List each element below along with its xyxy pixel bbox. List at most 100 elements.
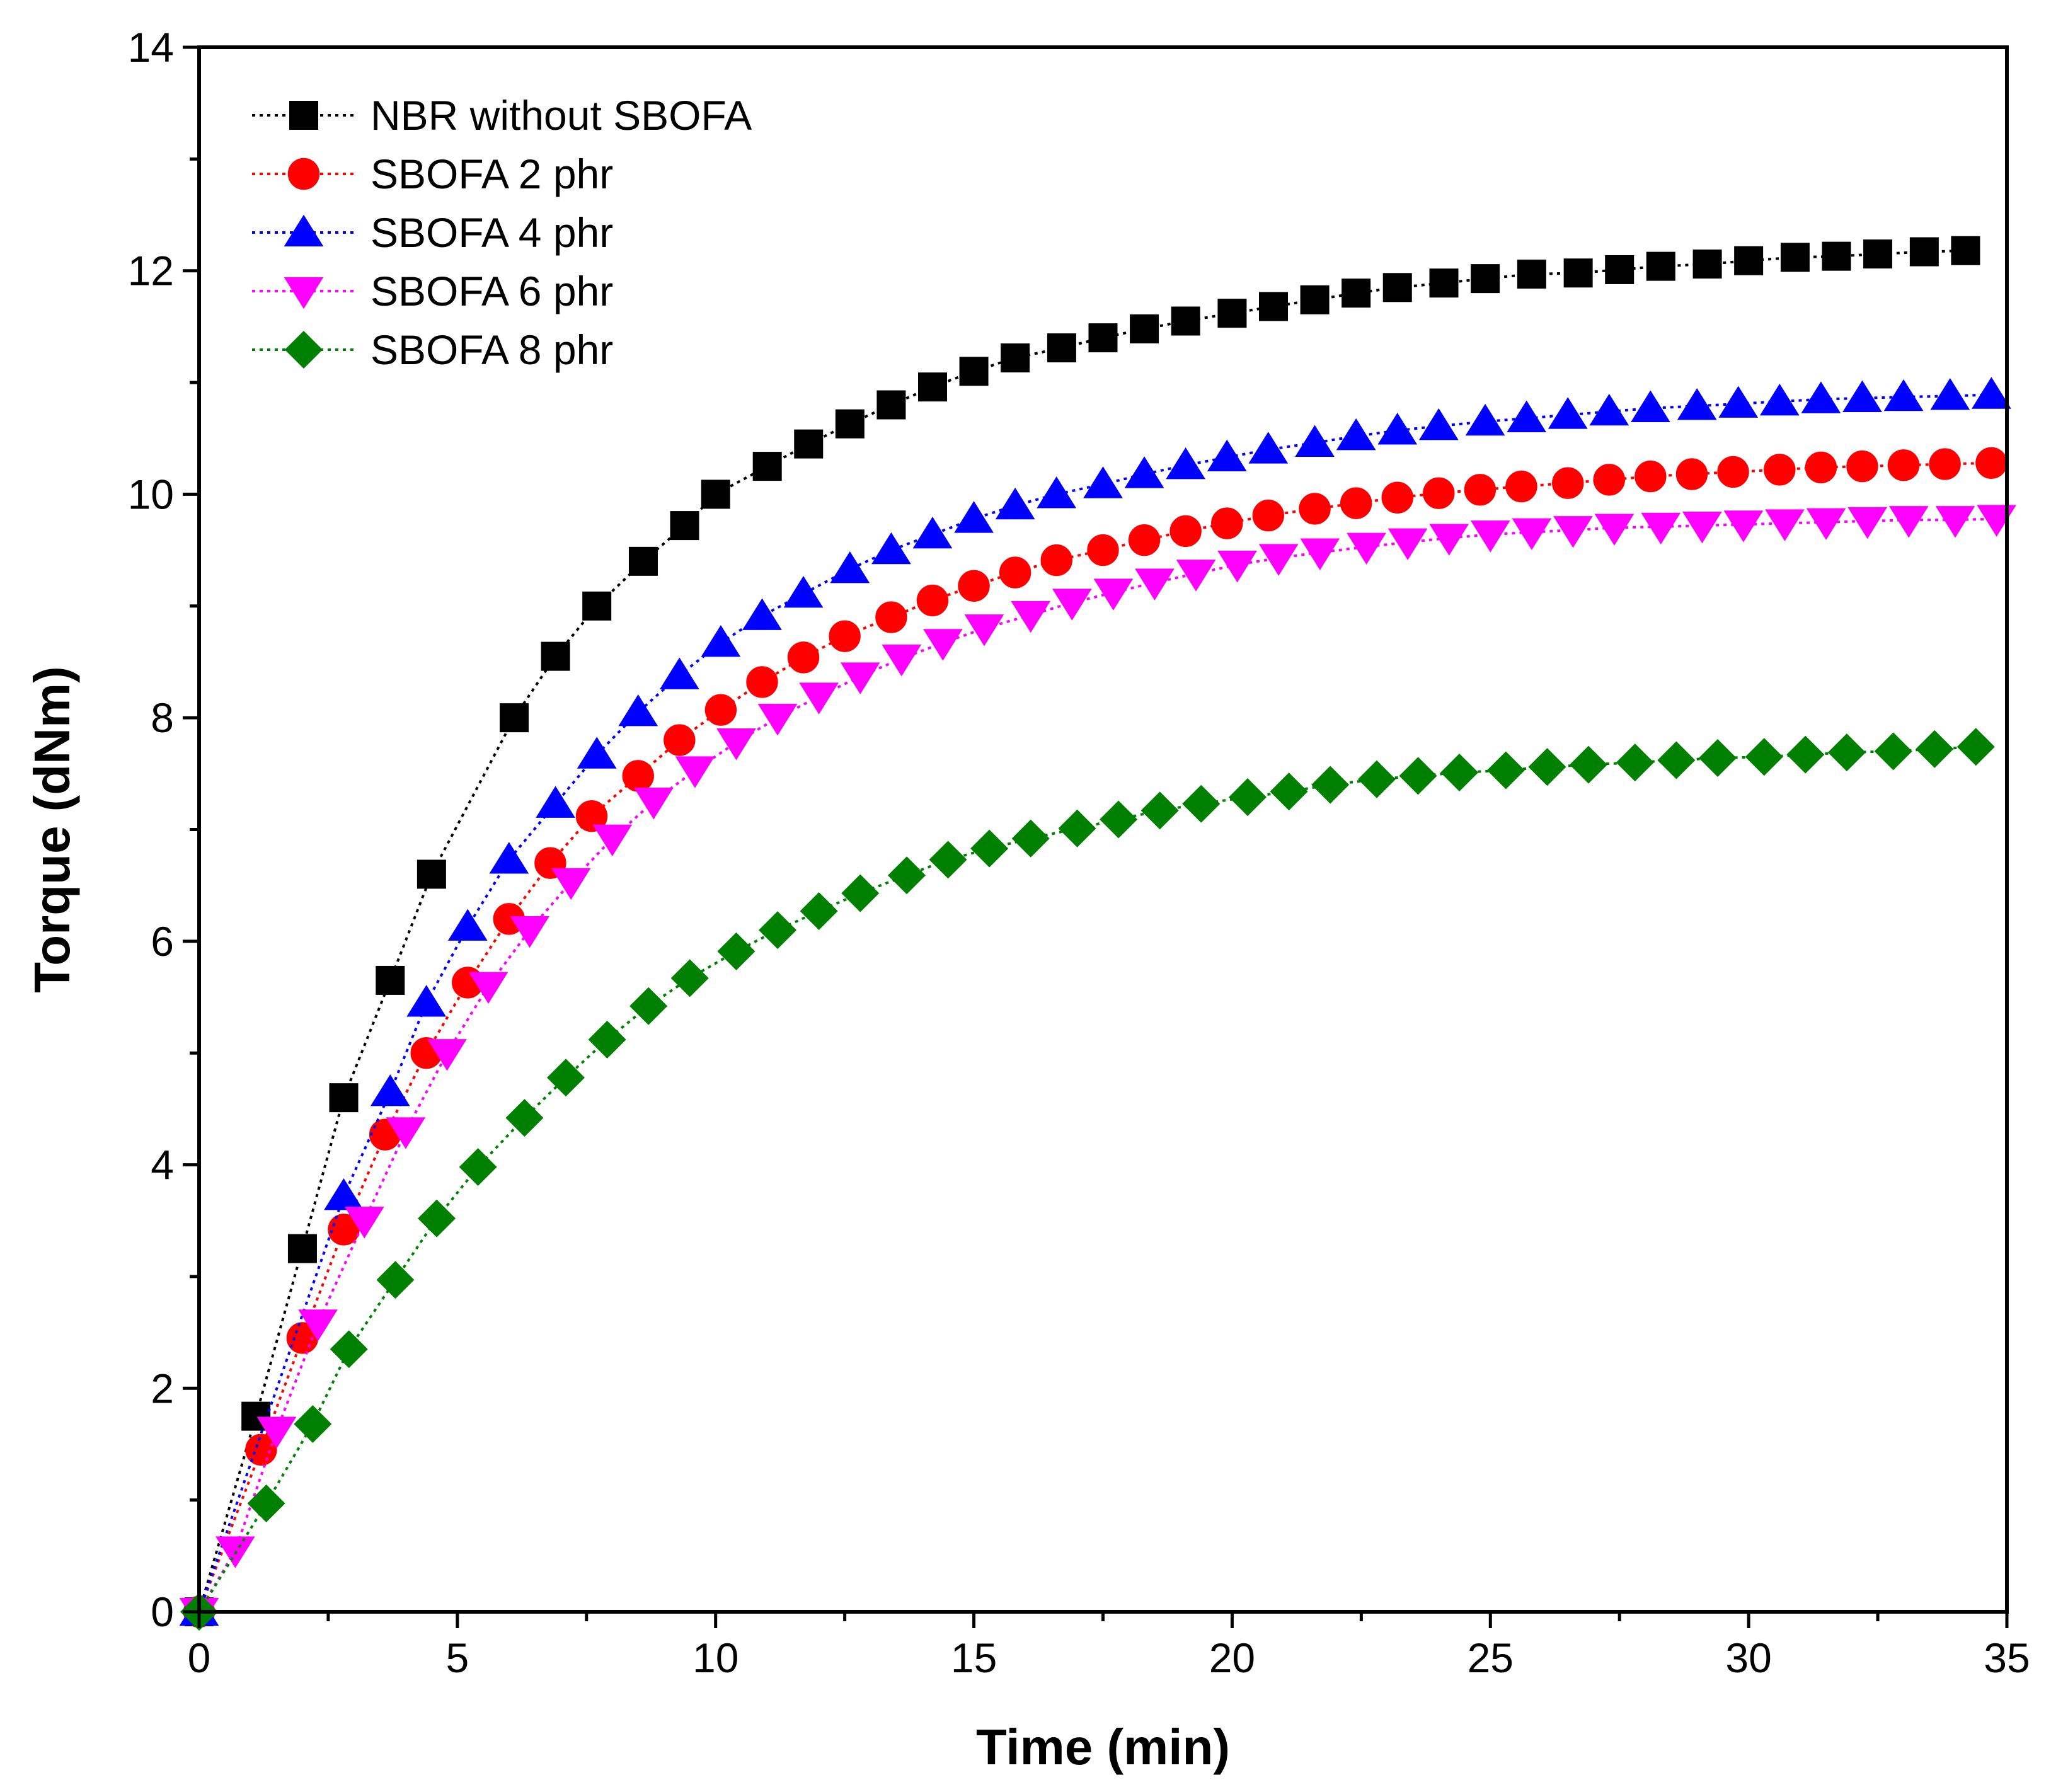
data-point: 9.5, 5.67 — [670, 959, 709, 997]
data-point: 7.9, 5.12 — [588, 1020, 626, 1059]
data-point: 6.9, 8.55 — [541, 641, 570, 671]
x-tick-label: 0 — [188, 1634, 211, 1681]
data-point: 30.9, 12.12 — [1780, 243, 1810, 272]
data-point: 28.3, 12.04 — [1646, 251, 1675, 281]
data-point: 14.2, 10.96 — [917, 372, 947, 402]
y-tick-label: 14 — [128, 24, 174, 71]
data-point: 28.9, 10.18 — [1675, 458, 1708, 490]
data-point: 30.6, 10.22 — [1764, 454, 1796, 486]
data-point: 28.6, 7.62 — [1657, 741, 1696, 779]
data-point: 31.7, 12.13 — [1822, 241, 1851, 271]
data-point: 17, 7.01 — [1058, 809, 1096, 847]
y-tick-label: 4 — [151, 1142, 174, 1188]
data-point: 33, 10.87 — [1883, 379, 1924, 411]
data-point: 26.9, 7.58 — [1570, 745, 1608, 784]
data-point: 31.5, 9.75 — [1806, 508, 1846, 541]
series-4: 0, 00.7, 0.551.5, 1.622.3, 2.583.2, 3.54… — [179, 505, 2016, 1630]
data-point: 16.6, 10 — [1037, 476, 1077, 508]
data-point: 16.9, 9.03 — [1052, 589, 1092, 621]
data-point: 23.2, 11.85 — [1382, 273, 1412, 302]
data-point: 7.1, 4.78 — [546, 1059, 585, 1097]
data-point: 17.7, 9.12 — [1093, 578, 1134, 611]
data-point: 15.8, 11.22 — [1001, 343, 1030, 373]
legend-label: SBOFA 6 phr — [371, 268, 613, 314]
data-point: 3.7, 5.65 — [376, 965, 405, 995]
data-point: 30, 12.09 — [1734, 246, 1764, 275]
data-point: 14.2, 9.05 — [916, 584, 949, 617]
data-point: 11.2, 6.1 — [759, 911, 797, 950]
data-point: 25.3, 7.53 — [1486, 751, 1525, 790]
data-point: 3.8, 2.97 — [376, 1261, 415, 1299]
data-point: 2.8, 4.6 — [329, 1083, 359, 1113]
data-point: 1.5, 1.62 — [256, 1416, 297, 1449]
data-point: 15, 11.1 — [959, 357, 989, 386]
data-point: 34.7, 10.28 — [1975, 447, 2008, 479]
data-point: 31.1, 7.67 — [1786, 735, 1825, 774]
data-point: 28.1, 10.77 — [1631, 390, 1670, 422]
data-point: 3.2, 3.5 — [344, 1207, 384, 1239]
data-point: 28.1, 10.16 — [1634, 460, 1667, 493]
data-point: 20.9, 9.43 — [1258, 544, 1299, 576]
data-point: 9.3, 7.8 — [664, 724, 696, 756]
data-point: 18.3, 11.48 — [1130, 314, 1159, 343]
data-point: 25.8, 9.66 — [1512, 518, 1552, 551]
data-point: 7.7, 9 — [582, 591, 612, 621]
data-point: 31.9, 7.69 — [1827, 733, 1866, 772]
data-point: 6.9, 7.23 — [536, 786, 575, 818]
legend-label: SBOFA 8 phr — [371, 326, 613, 373]
y-tick-label: 0 — [151, 1588, 174, 1635]
data-point: 13.4, 10.8 — [876, 390, 906, 420]
data-point: 3.7, 4.65 — [370, 1074, 410, 1106]
data-point: 29.7, 10.2 — [1717, 456, 1749, 488]
data-point: 11.2, 8 — [757, 704, 798, 736]
data-point: 26.5, 10.1 — [1552, 467, 1584, 499]
data-point: 15, 9.78 — [954, 501, 994, 533]
x-tick-label: 30 — [1725, 1634, 1771, 1681]
data-point: 22.4, 9.92 — [1340, 487, 1372, 519]
data-point: 12.8, 6.43 — [841, 874, 880, 912]
data-point: 20.3, 7.29 — [1229, 778, 1267, 817]
data-point: 20, 11.62 — [1217, 299, 1247, 328]
data-point: 26.7, 11.98 — [1563, 258, 1593, 288]
data-point: 20.1, 9.37 — [1217, 551, 1257, 583]
data-point: 13.7, 6.59 — [887, 856, 926, 895]
data-point: 2, 3.25 — [287, 1234, 317, 1263]
legend-marker — [284, 330, 323, 369]
legend-marker — [284, 214, 324, 247]
data-point: 8.5, 8.05 — [618, 694, 658, 727]
data-point: 26.1, 7.56 — [1528, 748, 1566, 786]
y-tick-label: 12 — [128, 248, 174, 294]
data-point: 2.9, 2.35 — [330, 1330, 368, 1369]
data-point: 12.8, 8.37 — [840, 662, 880, 694]
data-point: 7.2, 6.53 — [551, 868, 591, 900]
data-point: 16.1, 8.92 — [1011, 600, 1051, 633]
y-tick-label: 2 — [151, 1365, 174, 1411]
data-point: 34, 9.77 — [1935, 506, 1975, 538]
data-point: 32.5, 12.15 — [1863, 239, 1893, 269]
data-point: 33.8, 10.27 — [1929, 448, 1961, 480]
data-point: 19.3, 9.29 — [1176, 560, 1216, 592]
y-tick-label: 8 — [151, 694, 174, 741]
data-point: 10.4, 7.78 — [716, 728, 756, 761]
data-point: 33.6, 7.72 — [1916, 730, 1954, 768]
data-point: 11.7, 9.11 — [783, 575, 824, 608]
data-point: 23.4, 9.57 — [1387, 528, 1428, 560]
data-point: 4.8, 5 — [427, 1039, 467, 1071]
data-point: 6.3, 4.42 — [505, 1099, 544, 1137]
series-1: 0, 01.1, 1.752, 3.252.8, 4.63.7, 5.654.5… — [185, 236, 1980, 1626]
data-point: 6, 6.73 — [489, 842, 529, 874]
legend-item: NBR without SBOFA — [252, 92, 752, 139]
data-point: 21.9, 7.4 — [1311, 766, 1350, 804]
legend-item: SBOFA 4 phr — [252, 209, 613, 256]
data-point: 7.6, 7.12 — [575, 800, 608, 832]
data-point: 19.9, 9.74 — [1211, 507, 1243, 539]
legend-marker — [284, 277, 324, 309]
data-point: 29.2, 12.06 — [1692, 250, 1722, 279]
data-point: 21.6, 10.46 — [1295, 425, 1335, 457]
data-point: 22.6, 9.53 — [1347, 532, 1386, 565]
data-point: 13.4, 9.5 — [871, 532, 911, 565]
data-point: 14.5, 6.73 — [929, 841, 967, 879]
data-point: 8.7, 5.42 — [629, 987, 668, 1025]
data-point: 17.8, 7.09 — [1100, 800, 1138, 839]
